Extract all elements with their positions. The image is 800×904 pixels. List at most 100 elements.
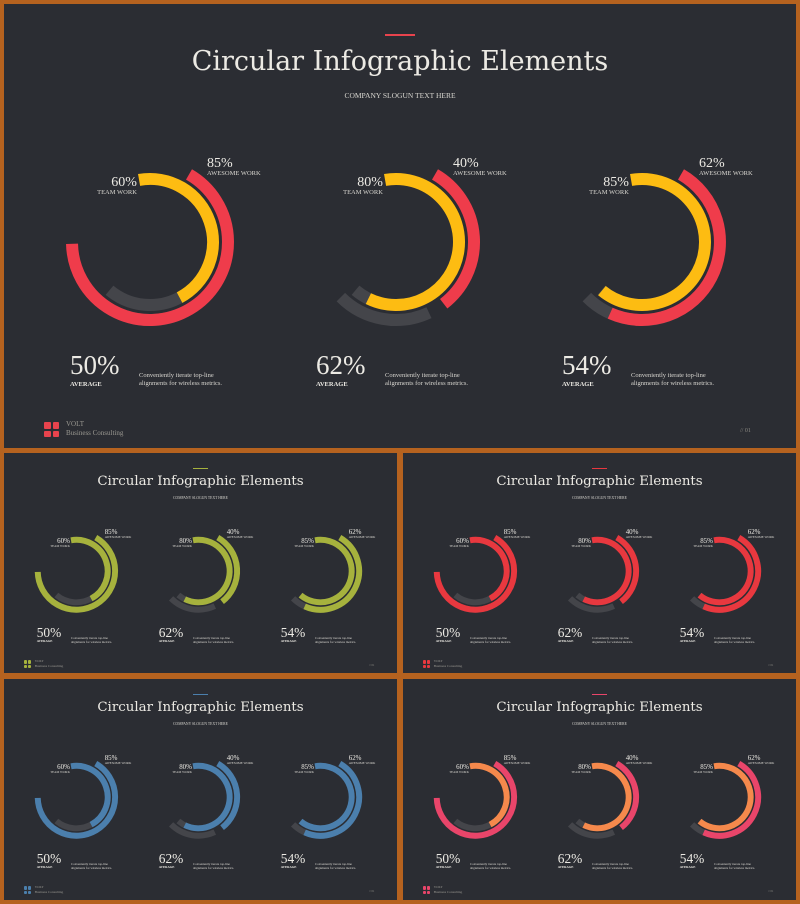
inner-ring-caption: TEAM WORK (571, 544, 591, 549)
inner-ring-caption: TEAM WORK (294, 770, 314, 775)
inner-ring-percent: 85% (700, 537, 713, 546)
outer-ring-percent: 40% (625, 527, 639, 536)
outer-ring-label: 85% AWESOME WORK (207, 157, 261, 178)
average-caption: AVERAGE (557, 639, 574, 644)
inner-ring-arc (598, 173, 711, 311)
inner-ring-label: 80% TEAM WORK (571, 764, 591, 774)
outer-ring-caption: AWESOME WORK (747, 534, 775, 539)
slide-blue: Circular Infographic Elements COMPANY SLO… (4, 679, 397, 900)
outer-ring-label: 85% AWESOME WORK (503, 753, 531, 765)
inner-ring-caption: TEAM WORK (343, 189, 383, 196)
average-value: 62% (158, 624, 184, 640)
average-value: 62% (316, 350, 366, 380)
inner-ring-label: 85% TEAM WORK (693, 764, 713, 774)
ring-group-3 (689, 534, 762, 613)
average-caption: AVERAGE (435, 865, 452, 870)
outer-ring-track (567, 822, 616, 839)
average-block: 50% AVERAGE (435, 624, 461, 644)
outer-ring-percent: 62% (348, 527, 362, 536)
inner-ring-percent: 60% (111, 175, 137, 190)
inner-ring-percent: 80% (357, 175, 383, 190)
title-accent-line (193, 467, 208, 469)
average-caption: AVERAGE (280, 639, 297, 644)
inner-ring-caption: TEAM WORK (50, 544, 70, 549)
average-description: Conveniently iterate top-line alignments… (469, 861, 512, 870)
brand-subtitle: Business Consulting (433, 663, 463, 668)
average-caption: AVERAGE (280, 865, 297, 870)
average-block: 54% AVERAGE (679, 850, 705, 870)
outer-ring-percent: 85% (207, 156, 233, 171)
page-number: // 01 (369, 663, 375, 668)
outer-ring-arc (216, 760, 241, 831)
slide-orange-pink: Circular Infographic Elements COMPANY SLO… (403, 679, 796, 900)
inner-ring-caption: TEAM WORK (172, 544, 192, 549)
ring-group-2 (567, 760, 640, 839)
average-value: 62% (158, 850, 184, 866)
inner-ring-label: 80% TEAM WORK (343, 176, 383, 197)
outer-ring-label: 62% AWESOME WORK (349, 754, 376, 765)
average-caption: AVERAGE (679, 639, 696, 644)
average-caption: AVERAGE (70, 381, 102, 388)
average-caption: AVERAGE (316, 381, 348, 388)
inner-ring-caption: TEAM WORK (172, 770, 192, 775)
ring-group-1 (34, 534, 119, 613)
outer-ring-label: 40% AWESOME WORK (453, 157, 507, 178)
average-block: 54% AVERAGE (280, 850, 306, 870)
volt-logo-icon (422, 660, 431, 668)
average-value: 54% (679, 850, 705, 866)
volt-logo-icon (23, 660, 32, 668)
outer-ring-label: 85% AWESOME WORK (104, 528, 132, 539)
average-description: Conveniently iterate top-line alignments… (70, 635, 113, 644)
title-accent-line (592, 693, 607, 695)
outer-ring-caption: AWESOME WORK (104, 760, 132, 765)
average-description: Conveniently iterate top-line alignments… (591, 861, 634, 870)
average-block: 54% AVERAGE (562, 352, 612, 389)
average-block: 62% AVERAGE (158, 850, 184, 870)
average-block: 54% AVERAGE (679, 624, 705, 644)
inner-ring-arc (183, 762, 233, 832)
inner-ring-arc (298, 762, 355, 832)
average-description: Conveniently iterate top-line alignments… (192, 635, 235, 644)
outer-ring-label: 62% AWESOME WORK (699, 157, 753, 178)
outer-ring-percent: 85% (503, 753, 517, 762)
outer-ring-caption: AWESOME WORK (226, 760, 254, 765)
outer-ring-percent: 40% (625, 753, 639, 762)
average-block: 62% AVERAGE (158, 624, 184, 644)
outer-ring-label: 40% AWESOME WORK (625, 753, 653, 765)
outer-ring-arc (615, 534, 640, 605)
inner-ring-arc (365, 173, 465, 311)
average-caption: AVERAGE (36, 865, 53, 870)
average-value: 50% (435, 850, 461, 866)
brand-name: VOLT (433, 885, 443, 890)
average-value: 50% (435, 624, 461, 640)
volt-logo-icon (422, 886, 431, 894)
outer-ring-arc (607, 169, 726, 326)
inner-ring-arc (582, 536, 632, 606)
average-value: 54% (280, 850, 306, 866)
inner-ring-caption: TEAM WORK (571, 770, 591, 775)
outer-ring-caption: AWESOME WORK (747, 760, 775, 765)
average-value: 54% (679, 624, 705, 640)
outer-ring-label: 85% AWESOME WORK (504, 528, 531, 539)
average-block: 50% AVERAGE (70, 352, 120, 389)
ring-charts (433, 760, 762, 839)
inner-ring-arc (697, 536, 754, 606)
brand-name: VOLT (433, 659, 443, 664)
average-description: Conveniently iterate top-line alignments… (139, 372, 223, 388)
average-value: 62% (557, 850, 583, 866)
inner-ring-percent: 60% (57, 537, 70, 546)
slide-title: Circular Infographic Elements (191, 46, 609, 77)
outer-ring-arc (702, 534, 762, 613)
inner-ring-label: 85% TEAM WORK (589, 176, 629, 197)
outer-ring-percent: 62% (747, 527, 761, 536)
outer-ring-track (567, 596, 616, 613)
outer-ring-percent: 85% (104, 753, 118, 762)
inner-ring-label: 60% TEAM WORK (449, 538, 469, 548)
brand-text: VOLT Business Consulting (35, 659, 63, 668)
inner-ring-percent: 80% (578, 763, 591, 772)
outer-ring-caption: AWESOME WORK (104, 534, 132, 539)
average-value: 50% (36, 624, 62, 640)
average-caption: AVERAGE (158, 865, 175, 870)
average-block: 62% AVERAGE (316, 352, 366, 389)
volt-logo-icon (44, 422, 59, 437)
